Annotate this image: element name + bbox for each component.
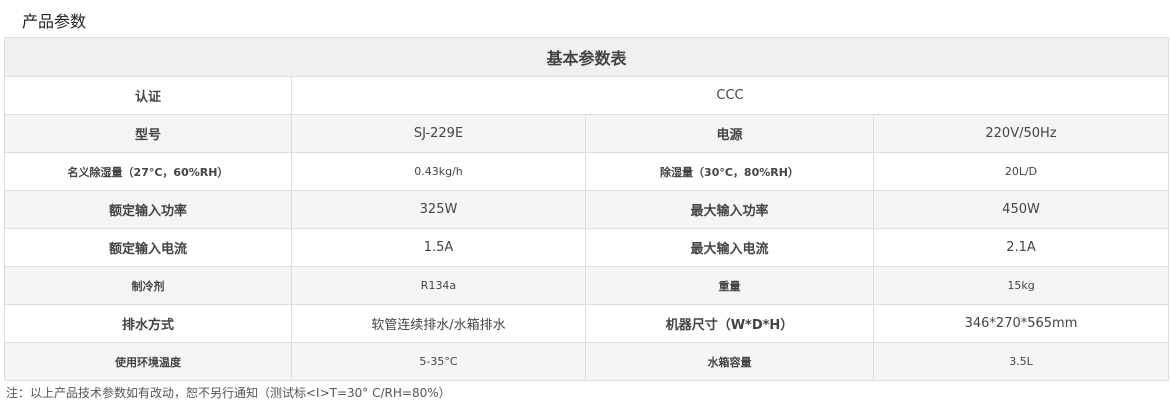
spec-table: 基本参数表 认证 CCC 型号 SJ-229E 电源 220V/50Hz 名义除湿量（27… (3, 37, 1170, 381)
spec-label: 型号 (4, 114, 292, 153)
spec-label: 最大输入电流 (585, 228, 874, 267)
spec-label: 额定输入电流 (4, 228, 292, 267)
spec-label: 使用环境温度 (4, 342, 292, 381)
table-row: 额定输入功率 325W 最大输入功率 450W (4, 190, 1170, 229)
spec-value: 20L/D (872, 152, 1170, 191)
spec-value: 5-35°C (291, 342, 586, 381)
spec-value: 3.5L (872, 342, 1170, 381)
spec-value: 1.5A (291, 228, 586, 267)
cert-value: CCC (290, 76, 1170, 115)
spec-label: 名义除湿量（27°C，60%RH） (4, 152, 292, 191)
spec-label: 排水方式 (4, 304, 292, 343)
spec-label: 机器尺寸（W*D*H） (585, 304, 874, 343)
section-title: 产品参数 (22, 12, 87, 31)
spec-label: 最大输入功率 (585, 190, 874, 229)
spec-value: R134a (291, 266, 586, 305)
cert-label: 认证 (4, 76, 292, 115)
spec-label: 除湿量（30°C，80%RH） (585, 152, 874, 191)
spec-value: SJ-229E (291, 114, 586, 153)
spec-value: 2.1A (872, 228, 1170, 267)
spec-value: 软管连续排水/水箱排水 (291, 304, 586, 343)
spec-value: 15kg (872, 266, 1170, 305)
spec-value: 220V/50Hz (872, 114, 1170, 153)
spec-label: 重量 (585, 266, 874, 305)
spec-label: 制冷剂 (4, 266, 292, 305)
spec-value: 0.43kg/h (291, 152, 586, 191)
table-row: 制冷剂 R134a 重量 15kg (4, 266, 1170, 305)
table-row: 额定输入电流 1.5A 最大输入电流 2.1A (4, 228, 1170, 267)
table-row: 使用环境温度 5-35°C 水箱容量 3.5L (4, 342, 1170, 381)
table-row: 排水方式 软管连续排水/水箱排水 机器尺寸（W*D*H） 346*270*565mm (4, 304, 1170, 343)
spec-value: 450W (872, 190, 1170, 229)
table-row: 型号 SJ-229E 电源 220V/50Hz (4, 114, 1170, 153)
spec-value: 346*270*565mm (872, 304, 1170, 343)
spec-label: 水箱容量 (585, 342, 874, 381)
table-header: 基本参数表 (3, 37, 1170, 77)
spec-value: 325W (291, 190, 586, 229)
table-row: 名义除湿量（27°C，60%RH） 0.43kg/h 除湿量（30°C，80%RH）… (4, 152, 1170, 191)
spec-label: 额定输入功率 (4, 190, 292, 229)
footnote: 注：以上产品技术参数如有改动，恕不另行通知（测试标<I>T=30° C/RH=8… (6, 386, 451, 400)
spec-label: 电源 (585, 114, 874, 153)
